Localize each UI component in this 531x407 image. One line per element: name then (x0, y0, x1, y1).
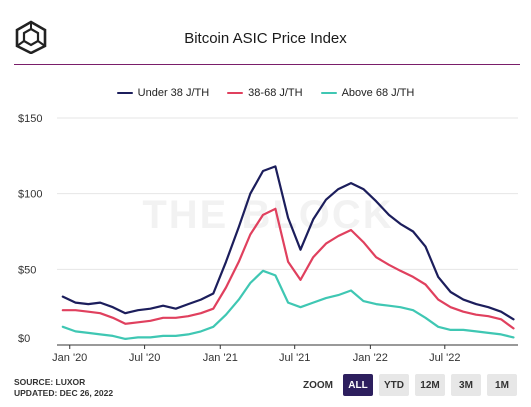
chart-footer: SOURCE: LUXOR UPDATED: DEC 26, 2022 (14, 377, 113, 399)
y-tick-label: $0 (18, 333, 30, 345)
zoom-all-button[interactable]: ALL (343, 374, 373, 396)
legend-item-above-68[interactable]: Above 68 J/TH (320, 87, 415, 99)
legend-item-under-38[interactable]: Under 38 J/TH (116, 87, 210, 99)
title-divider (14, 64, 520, 65)
series-line-2[interactable] (61, 269, 515, 340)
y-tick-label: $50 (18, 264, 36, 276)
x-tick-label: Jan '20 (52, 352, 87, 364)
zoom-3m-button[interactable]: 3M (451, 374, 481, 396)
zoom-controls: ZOOM ALL YTD 12M 3M 1M (303, 374, 517, 396)
grid-lines (57, 117, 518, 346)
chart-legend: Under 38 J/TH 38-68 J/TH Above 68 J/TH (0, 87, 531, 99)
updated-text: UPDATED: DEC 26, 2022 (14, 388, 114, 398)
x-tick-label: Jan '22 (353, 352, 388, 364)
legend-swatch (227, 92, 244, 94)
the-block-logo-icon (15, 20, 47, 54)
zoom-label: ZOOM (303, 379, 333, 391)
y-tick-label: $100 (18, 189, 42, 201)
x-tick-label: Jan '21 (203, 352, 238, 364)
legend-label: 38-68 J/TH (248, 87, 303, 99)
chart-title: Bitcoin ASIC Price Index (184, 30, 347, 47)
chart-header: Bitcoin ASIC Price Index (0, 0, 531, 66)
zoom-12m-button[interactable]: 12M (415, 374, 445, 396)
x-tick-label: Jul '22 (429, 352, 460, 364)
x-axis: Jan '20 Jul '20 Jan '21 Jul '21 Jan '22 Jul '… (52, 345, 461, 364)
legend-label: Above 68 J/TH (341, 87, 415, 99)
watermark-text: THE BLOCK (142, 193, 393, 237)
zoom-1m-button[interactable]: 1M (487, 374, 517, 396)
y-tick-label: $150 (18, 113, 42, 125)
y-axis: $0 $50 $100 $150 (18, 113, 42, 345)
x-tick-label: Jul '21 (279, 352, 310, 364)
zoom-ytd-button[interactable]: YTD (379, 374, 409, 396)
legend-swatch (116, 92, 133, 94)
series-line-1[interactable] (61, 207, 515, 330)
x-tick-label: Jul '20 (129, 352, 160, 364)
legend-label: Under 38 J/TH (137, 87, 210, 99)
series-line-0[interactable] (61, 165, 515, 321)
source-text: SOURCE: LUXOR (14, 377, 86, 387)
legend-swatch (320, 92, 337, 94)
series-lines (61, 165, 515, 340)
legend-item-38-68[interactable]: 38-68 J/TH (227, 87, 303, 99)
